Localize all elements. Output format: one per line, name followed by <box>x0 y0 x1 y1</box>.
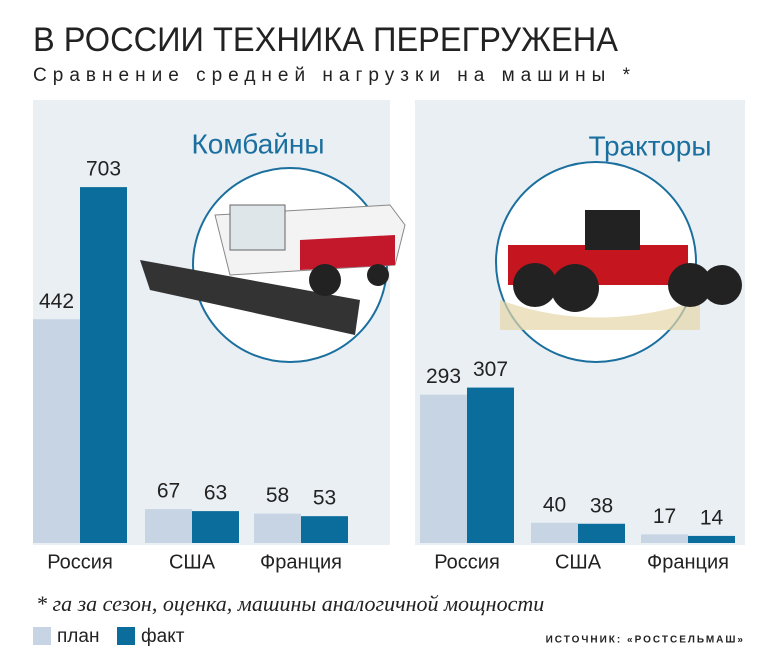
title: В РОССИИ ТЕХНИКА ПЕРЕГРУЖЕНА <box>33 21 618 59</box>
category-label: США <box>555 551 602 573</box>
legend-label: факт <box>141 626 185 647</box>
bar <box>145 509 192 543</box>
value-label: 14 <box>700 506 724 529</box>
value-label: 17 <box>653 505 676 528</box>
legend-swatch <box>117 627 135 645</box>
value-label: 63 <box>204 482 227 505</box>
bar <box>80 187 127 543</box>
category-label: Франция <box>260 551 342 573</box>
panel-title: Тракторы <box>588 130 711 161</box>
combine-illustration <box>140 167 406 363</box>
value-label: 40 <box>543 493 566 516</box>
legend-swatch <box>33 627 51 645</box>
bar <box>420 394 467 543</box>
category-label: Франция <box>647 551 729 573</box>
value-label: 38 <box>590 494 613 517</box>
value-label: 703 <box>86 158 121 181</box>
bar <box>467 387 514 543</box>
value-label: 307 <box>473 358 508 381</box>
bar <box>641 534 688 543</box>
category-label: США <box>169 551 216 573</box>
value-label: 442 <box>39 290 74 313</box>
legend-label: план <box>57 626 99 647</box>
subtitle: Сравнение средней нагрузки на машины * <box>33 65 633 86</box>
bar <box>254 513 301 543</box>
value-label: 58 <box>266 484 289 507</box>
category-label: Россия <box>47 551 113 573</box>
bar <box>192 511 239 543</box>
panel-title: Комбайны <box>191 128 324 159</box>
value-label: 293 <box>426 365 461 388</box>
bar <box>578 523 625 543</box>
value-label: 53 <box>313 487 336 510</box>
category-label: Россия <box>434 551 500 573</box>
value-label: 67 <box>157 480 180 503</box>
footnote: * га за сезон, оценка, машины аналогично… <box>36 591 544 616</box>
bar <box>531 522 578 543</box>
bar <box>301 516 348 543</box>
tractor-illustration <box>495 161 742 363</box>
source: ИСТОЧНИК: «РОСТСЕЛЬМАШ» <box>546 635 745 646</box>
bar <box>33 319 80 543</box>
bar <box>688 535 735 543</box>
